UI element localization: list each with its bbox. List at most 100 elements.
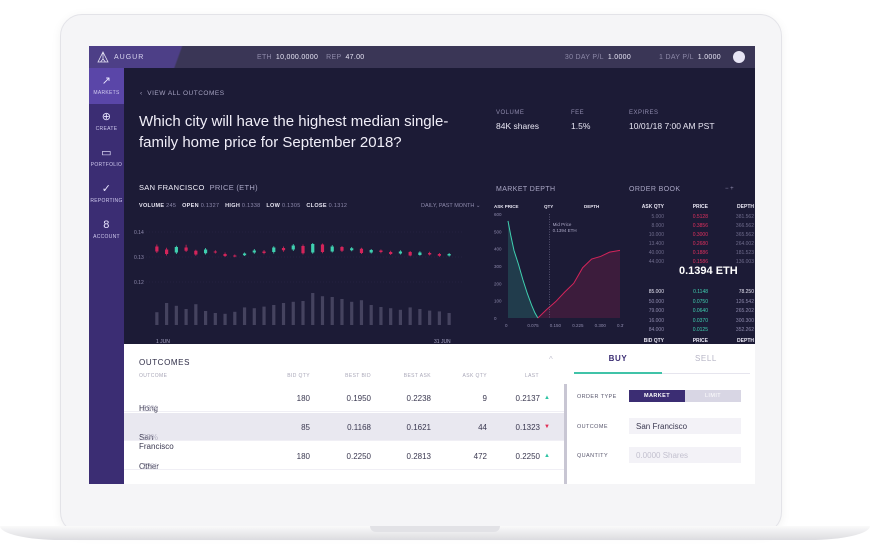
volume-bar — [272, 305, 276, 325]
sidebar-item-markets[interactable]: ↗ MARKETS — [89, 68, 124, 104]
candle-body — [242, 253, 247, 256]
price-chart[interactable]: 0.14 0.13 0.12 1 JUN 31 JUN — [134, 213, 464, 346]
ask-cell: 0.3856 — [692, 223, 708, 229]
bid-depth-line — [507, 220, 539, 319]
order-type-toggle: MARKET LIMIT — [629, 390, 741, 402]
bid-cell: 352.262 — [735, 327, 754, 333]
bid-cell: 85.000 — [648, 289, 664, 295]
depth-x-tick: 0.375 — [617, 323, 624, 328]
candle-body — [194, 250, 198, 255]
quantity-label: QUANTITY — [577, 453, 609, 459]
depth-y-tick: 0 — [494, 316, 497, 321]
market-order-option[interactable]: MARKET — [629, 390, 685, 402]
bid-cell: 16.000 — [648, 317, 664, 324]
volume-bar — [437, 311, 441, 325]
ask-cell: 8.000 — [651, 223, 664, 229]
fee-stat: FEE 1.5% — [571, 110, 591, 131]
outcome-row[interactable]: San Francisco 28% 85 0.1168 0.1621 44 0.1323 ▼ — [124, 413, 564, 451]
order-book-footer: DEPTH — [737, 338, 754, 344]
ask-cell: 40.000 — [648, 250, 664, 256]
candle-body — [174, 247, 178, 253]
mid-price-value: 0.1394 ETH — [553, 228, 577, 233]
x-tick-label: 1 JUN — [156, 339, 170, 345]
bid-cell: 50.000 — [648, 298, 664, 305]
candle-body — [428, 253, 432, 255]
pl-30-day: 30 DAY P/L 1.0000 — [564, 53, 632, 61]
volume-bar — [174, 305, 178, 325]
ask-qty: 9 — [482, 394, 487, 403]
sidebar-item-reporting[interactable]: ✓ REPORTING — [90, 183, 123, 205]
sidebar-item-portfolio[interactable]: ▭ PORTFOLIO — [90, 147, 123, 169]
outcome-select[interactable]: San Francisco — [629, 418, 741, 434]
account-avatar-icon[interactable] — [733, 51, 745, 63]
volume-bar — [301, 301, 305, 325]
volume-bar — [428, 310, 432, 325]
volume-bar — [213, 313, 217, 325]
volume-bar — [155, 312, 159, 325]
depth-x-tick: 0.225 — [572, 323, 584, 328]
augur-logo[interactable]: AUGUR — [89, 46, 249, 68]
volume-bar — [379, 307, 383, 325]
depth-y-tick: 200 — [494, 281, 502, 286]
tab-divider — [662, 373, 750, 374]
x-tick-label: 31 JUN — [434, 339, 451, 345]
candle-body — [379, 250, 383, 252]
candle-body — [359, 248, 364, 253]
depth-header: DEPTH — [584, 204, 599, 209]
sidebar-item-account[interactable]: 8 ACCOUNT — [93, 219, 120, 241]
ask-cell: 0.2680 — [692, 241, 708, 247]
check-icon: ✓ — [101, 183, 112, 195]
bid-cell: 300.300 — [735, 317, 754, 324]
buy-tab-indicator — [574, 372, 662, 374]
candle-body — [272, 247, 276, 252]
best-bid: 0.2250 — [346, 452, 371, 461]
order-type-label: ORDER TYPE — [577, 394, 617, 400]
depth-y-tick: 600 — [494, 212, 502, 217]
best-bid: 0.1168 — [347, 423, 371, 432]
arrow-down-icon: ▼ — [544, 424, 550, 430]
bid-cell: 79.000 — [648, 308, 664, 314]
ask-cell: 264.002 — [735, 241, 754, 247]
depth-x-tick: 0.300 — [595, 323, 607, 328]
period-select[interactable]: DAILY, PAST MONTH ⌄ — [421, 203, 481, 209]
bid-cell: 126.542 — [735, 298, 754, 305]
ask-cell: 13.400 — [648, 241, 664, 247]
last-price: 0.2137 — [515, 394, 540, 403]
depth-y-tick: 100 — [494, 299, 502, 304]
volume-bar — [252, 308, 256, 325]
sidebar-item-create[interactable]: ⊕ CREATE — [95, 111, 118, 133]
bid-cell: 84.000 — [648, 327, 664, 333]
tab-buy[interactable]: BUY — [608, 354, 628, 363]
candle-body — [408, 252, 412, 256]
candle-body — [389, 252, 393, 254]
candle-body — [223, 254, 227, 256]
limit-order-option[interactable]: LIMIT — [685, 390, 741, 402]
candle-body — [281, 248, 286, 251]
candle-body — [165, 249, 169, 254]
bid-cell: 265.202 — [735, 308, 754, 314]
depth-x-tick: 0.075 — [527, 323, 539, 328]
volume-bar — [184, 309, 188, 325]
volume-bar — [281, 303, 286, 325]
order-book-zoom[interactable]: − + — [725, 186, 734, 192]
candle-body — [301, 246, 305, 254]
market-depth-chart[interactable]: ASK PRICE QTY DEPTH 600 500 400 300 200 100 0 0 0.0… — [494, 202, 624, 332]
collapse-outcomes-icon[interactable]: ^ — [549, 355, 553, 364]
view-all-outcomes-link[interactable]: ‹ VIEW ALL OUTCOMES — [140, 90, 225, 97]
logo-text: AUGUR — [114, 53, 145, 61]
volume-bar — [320, 296, 325, 325]
volume-stat: VOLUME 84K shares — [496, 110, 539, 131]
depth-x-tick: 0.150 — [550, 323, 562, 328]
ask-cell: 0.5128 — [692, 214, 708, 220]
quantity-input[interactable]: 0.0000 Shares — [629, 447, 741, 463]
outcome-row[interactable]: Other 22% 180 0.2250 0.2813 472 0.2250 ▲ — [124, 442, 564, 471]
tab-sell[interactable]: SELL — [695, 354, 717, 363]
ask-cell: 5.000 — [651, 214, 664, 220]
ask-cell: 366.562 — [735, 223, 754, 229]
depth-y-tick: 400 — [494, 247, 502, 252]
market-view: ‹ VIEW ALL OUTCOMES Which city will have… — [124, 68, 755, 346]
outcomes-scrollbar[interactable] — [564, 384, 567, 484]
ask-cell: 0.1586 — [692, 259, 708, 265]
col-best-ask: BEST ASK — [403, 373, 431, 379]
